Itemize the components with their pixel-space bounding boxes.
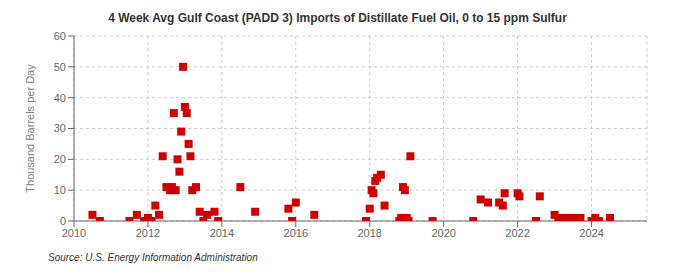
svg-text:2020: 2020: [431, 227, 455, 239]
svg-text:Thousand Barrels per Day: Thousand Barrels per Day: [24, 64, 36, 193]
svg-text:2018: 2018: [357, 227, 381, 239]
svg-text:10: 10: [54, 184, 66, 196]
html-text:Source: U.S. Energy Informatio: Source: U.S. Energy Information Administ…: [48, 252, 258, 263]
svg-text:2022: 2022: [505, 227, 529, 239]
svg-text:40: 40: [54, 92, 66, 104]
svg-text:2024: 2024: [579, 227, 603, 239]
svg-text:2012: 2012: [136, 227, 160, 239]
html-text:4 Week Avg Gulf Coast (PADD 3): 4 Week Avg Gulf Coast (PADD 3) Imports o…: [108, 11, 567, 25]
svg-text:30: 30: [54, 122, 66, 134]
svg-text:2016: 2016: [284, 227, 308, 239]
svg-text:50: 50: [54, 61, 66, 73]
svg-text:20: 20: [54, 153, 66, 165]
svg-text:60: 60: [54, 30, 66, 42]
svg-text:2014: 2014: [210, 227, 234, 239]
svg-text:2010: 2010: [62, 227, 86, 239]
svg-text:0: 0: [60, 215, 66, 227]
